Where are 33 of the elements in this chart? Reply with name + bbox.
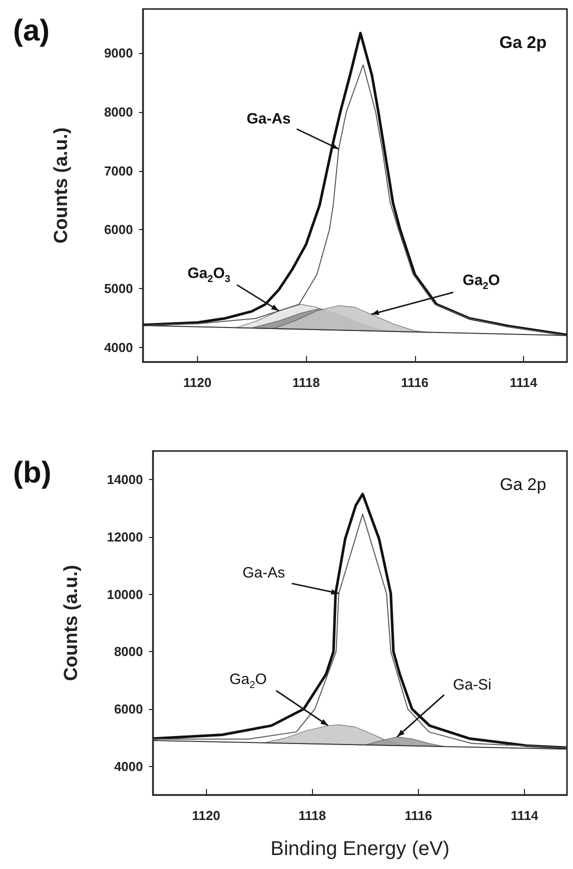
x-tick-label: 1118 <box>292 375 320 390</box>
x-tick-label: 1114 <box>510 808 540 823</box>
annotation: Ga-Si <box>452 676 492 694</box>
x-tick-label: 1120 <box>192 808 220 823</box>
x-tick-label: 1120 <box>183 375 212 390</box>
y-tick-label: 9000 <box>104 46 133 61</box>
y-tick-label: 6000 <box>104 222 133 238</box>
y-tick-label: 5000 <box>104 280 133 296</box>
y-tick-label: 8000 <box>114 644 143 660</box>
y-tick-label: 6000 <box>114 702 143 716</box>
chart-title: (b) <box>13 456 52 490</box>
annotation: Ga 2p <box>499 33 547 53</box>
annotation: Ga$_{2}$O$_{3}$ <box>187 264 230 285</box>
annotation: Ga$_{2}$O <box>462 272 500 292</box>
x-tick-label: 1114 <box>510 375 538 390</box>
x-axis-title: Binding Energy (eV) <box>270 838 450 860</box>
annotation: Ga-As <box>242 564 286 582</box>
x-tick-label: 1116 <box>404 808 432 823</box>
y-tick-label: 4000 <box>114 758 143 774</box>
annotation: Ga$_{2}$O <box>230 670 267 691</box>
y-tick-label: 4000 <box>104 340 133 355</box>
x-tick-label: 1116 <box>401 375 429 390</box>
y-tick-label: 14000 <box>106 472 143 488</box>
y-tick-label: 12000 <box>106 530 143 544</box>
y-tick-label: 7000 <box>104 163 133 178</box>
y-tick-label: 8000 <box>104 104 133 120</box>
y-tick-label: 10000 <box>106 586 143 602</box>
annotation: Ga 2p <box>500 475 546 495</box>
x-tick-label: 1118 <box>298 808 326 823</box>
annotation: Ga-As <box>246 110 291 128</box>
y-axis-title: Counts (a.u.) <box>51 127 72 244</box>
y-axis-title: Counts (a.u.) <box>61 564 82 682</box>
chart-title: (a) <box>13 14 50 48</box>
